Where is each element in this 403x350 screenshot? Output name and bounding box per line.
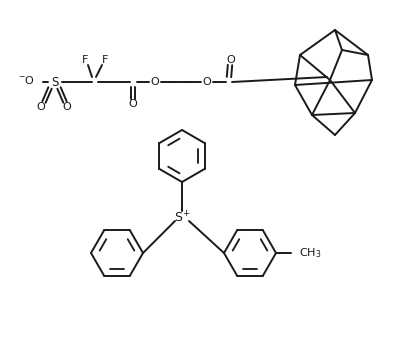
Text: O: O [129, 99, 137, 109]
Text: $^{-}$O: $^{-}$O [18, 74, 35, 86]
Text: O: O [37, 102, 46, 112]
Text: O: O [203, 77, 212, 87]
Text: O: O [226, 55, 235, 65]
Text: F: F [82, 55, 88, 65]
Text: CH$_3$: CH$_3$ [299, 246, 322, 260]
Text: F: F [102, 55, 108, 65]
Text: O: O [151, 77, 159, 87]
Text: S$^{+}$: S$^{+}$ [174, 210, 190, 226]
Text: S: S [51, 76, 59, 89]
Text: O: O [62, 102, 71, 112]
